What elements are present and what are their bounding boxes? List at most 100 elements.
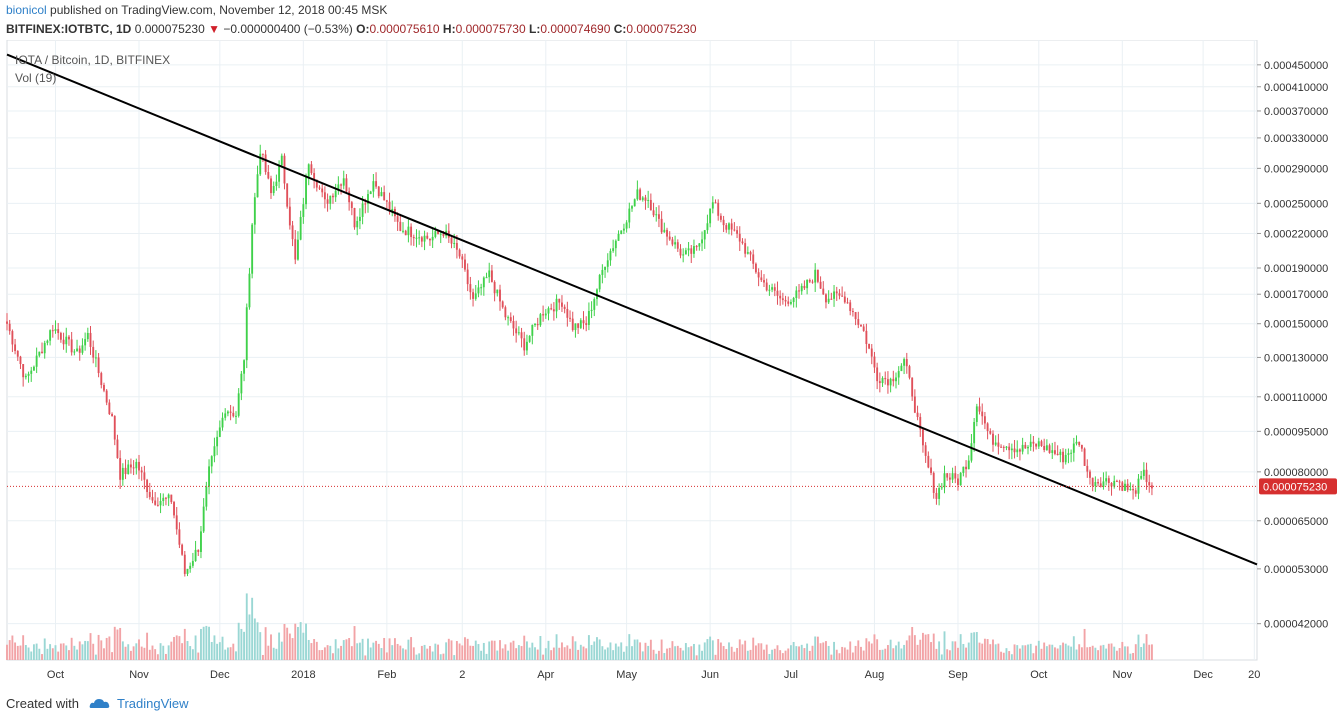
y-tick-label: 0.000053000	[1264, 564, 1328, 576]
volume-bar	[469, 645, 472, 660]
candle-body	[951, 473, 954, 480]
volume-bar	[878, 649, 881, 660]
candle-body	[16, 350, 19, 357]
tradingview-link[interactable]: TradingView	[116, 696, 189, 711]
volume-bar	[240, 628, 243, 660]
candle-body	[932, 472, 935, 493]
candle-body	[46, 340, 49, 343]
candle-body	[27, 373, 30, 376]
candle-body	[620, 230, 623, 234]
volume-bar	[671, 641, 674, 660]
volume-bar	[932, 633, 935, 660]
y-tick-label: 0.000190000	[1264, 263, 1328, 275]
candle-body	[208, 466, 210, 487]
volume-bar	[237, 622, 240, 660]
volume-bar	[315, 641, 318, 660]
candle-body	[159, 500, 162, 506]
volume-bar	[1002, 652, 1005, 660]
volume-bar	[480, 650, 483, 660]
volume-bar	[202, 626, 205, 660]
volume-bar	[407, 639, 410, 660]
candle-body	[6, 321, 8, 324]
candle-body	[51, 330, 54, 332]
last-price: 0.000075230	[134, 22, 205, 36]
candle-body	[439, 233, 442, 235]
candle-body	[1016, 449, 1019, 453]
last-price-tag	[1259, 478, 1337, 495]
volume-bar	[1083, 628, 1086, 660]
candle-body	[663, 229, 666, 233]
volume-bar	[1051, 644, 1054, 660]
volume-bar	[1097, 650, 1099, 660]
candle-body	[364, 203, 367, 205]
candle-body	[617, 233, 620, 241]
volume-bar	[189, 646, 192, 660]
volume-bar	[226, 647, 229, 660]
volume-bar	[865, 638, 868, 660]
volume-bar	[552, 647, 555, 660]
candle-body	[488, 270, 491, 278]
volume-bar	[930, 642, 932, 660]
candle-body	[256, 174, 259, 198]
candle-body	[469, 284, 472, 293]
volume-bar	[70, 637, 73, 660]
candle-body	[1008, 446, 1011, 451]
candle-body	[604, 266, 607, 270]
candle-body	[194, 549, 197, 562]
candle-body	[655, 214, 658, 216]
candle-body	[280, 155, 283, 166]
volume-bar	[264, 627, 267, 660]
volume-bar	[334, 639, 337, 660]
volume-bar	[38, 648, 41, 660]
candle-body	[385, 200, 388, 202]
volume-bar	[876, 639, 879, 660]
symbol-name[interactable]: BITFINEX:IOTBTC, 1D	[6, 22, 132, 36]
volume-bar	[65, 645, 68, 660]
candle-body	[930, 467, 932, 473]
candle-body	[345, 178, 348, 192]
candle-body	[1150, 485, 1153, 489]
volume-bar	[620, 642, 623, 660]
volume-bar	[396, 643, 399, 660]
volume-bar	[116, 629, 119, 660]
author-link[interactable]: bionicol	[6, 3, 47, 17]
volume-bar	[989, 644, 992, 660]
volume-bar	[377, 643, 380, 660]
candle-body	[1113, 480, 1116, 487]
candle-body	[410, 226, 413, 238]
candle-body	[356, 220, 359, 228]
volume-bar	[806, 643, 809, 660]
candle-body	[509, 317, 512, 321]
volume-bar	[270, 634, 272, 660]
volume-bar	[205, 625, 208, 660]
volume-bar	[997, 643, 1000, 660]
volume-bar	[965, 647, 967, 660]
x-tick-label: Dec	[1193, 669, 1213, 681]
y-tick-label: 0.000370000	[1264, 106, 1328, 118]
volume-bar	[574, 641, 577, 660]
y-tick-label: 0.000170000	[1264, 289, 1328, 301]
high-label: H:	[442, 22, 456, 36]
volume-bar	[291, 638, 294, 660]
volume-bar	[719, 642, 722, 660]
volume-bar	[472, 645, 474, 660]
candle-body	[517, 332, 520, 334]
candle-body	[38, 351, 41, 356]
volume-bar	[313, 639, 316, 660]
candle-body	[746, 252, 749, 254]
volume-bar	[181, 643, 184, 660]
price-chart[interactable]: 0.000450000 0.000410000 0.000370000 0.00033…	[0, 40, 1342, 690]
candle-body	[1097, 482, 1099, 484]
candle-body	[833, 291, 835, 299]
candle-body	[288, 206, 291, 226]
created-with-text: Created with	[6, 696, 79, 711]
volume-bar	[307, 639, 310, 660]
candle-body	[757, 272, 760, 278]
volume-bar	[851, 652, 854, 660]
volume-bar	[124, 646, 127, 660]
candle-body	[89, 332, 92, 347]
candle-body	[1021, 444, 1024, 452]
volume-bar	[695, 655, 698, 660]
candle-body	[784, 299, 787, 302]
volume-bar	[684, 643, 687, 660]
